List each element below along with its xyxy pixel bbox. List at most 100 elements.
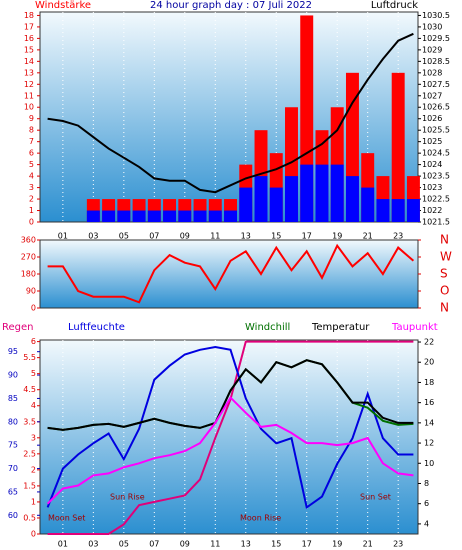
bar [391,72,405,222]
y2-tick-label: 8 [424,479,429,488]
legend-label: Regen [2,322,34,333]
y2-tick-label: 1024 [422,160,442,169]
bar [178,210,192,222]
bar [269,187,283,222]
y2-tick-label: 1028.5 [422,57,450,66]
y2-tick-label: 16 [424,398,434,407]
y-tick-label: 14 [24,57,34,66]
y-tick-label: 17 [24,22,34,31]
x-tick-label: 15 [271,540,281,549]
y3-tick-label: 60 [8,511,18,520]
y-tick-label: 15 [24,45,34,54]
y2-tick-label: N [440,301,449,315]
y-tick-label: 360 [21,236,36,245]
y-tick-label: 3.5 [23,417,36,426]
y2-tick-label: 4 [424,519,429,528]
y-tick-label: 1 [31,497,36,506]
bar [391,199,405,222]
plot-background [39,339,419,535]
bar [345,176,359,222]
y-tick-label: 6 [29,149,34,158]
x-tick-label: 07 [149,540,159,549]
x-tick-label: 11 [210,540,220,549]
x-tick-label: 01 [58,540,68,549]
y-tick-label: 4 [31,401,36,410]
y-tick-label: 12 [24,80,34,89]
y2-tick-label: 1028 [422,68,442,77]
y3-tick-label: 70 [8,464,18,473]
y2-tick-label: 10 [424,459,434,468]
bar [285,176,298,222]
legend-label: Temperatur [311,322,370,333]
bar [86,210,100,222]
x-tick-label: 13 [241,540,251,549]
x-tick-label: 19 [332,232,342,241]
bar [117,210,131,222]
legend-label: Windstärke [35,0,91,11]
x-tick-label: 21 [363,540,373,549]
y2-tick-label: 1021.5 [422,218,450,227]
bar [102,210,116,222]
y-tick-label: 18 [24,11,34,20]
y-tick-label: 7 [29,137,34,146]
x-tick-label: 09 [180,540,190,549]
y3-tick-label: 80 [8,417,18,426]
y2-tick-label: 6 [424,499,429,508]
y-tick-label: 3 [29,183,34,192]
y-tick-label: 2.5 [23,449,36,458]
y3-tick-label: 65 [8,487,18,496]
y-tick-label: 90 [26,287,36,296]
y-tick-label: 11 [24,91,34,100]
series-line [47,243,415,304]
y-tick-label: 16 [24,34,34,43]
y-tick-label: 5 [29,160,34,169]
plot-background [39,239,419,309]
x-tick-label: 15 [271,232,281,241]
y3-tick-label: 95 [8,347,18,356]
annotation: Sun Rise [110,493,145,502]
y-tick-label: 0 [29,218,34,227]
x-tick-label: 19 [332,540,342,549]
y-tick-label: 1.5 [23,481,36,490]
y2-tick-label: 1030.5 [422,11,450,20]
y2-tick-label: 1022.5 [422,195,450,204]
bar [163,210,177,222]
x-tick-label: 01 [58,232,68,241]
bar [361,187,375,222]
y2-tick-label: 1023.5 [422,172,450,181]
y-tick-label: 6 [31,337,36,346]
series-line [47,359,414,431]
y2-tick-label: 1024.5 [422,149,450,158]
y2-tick-label: 20 [424,358,434,367]
bar [300,164,314,222]
series-line [46,345,414,510]
y-tick-label: 9 [29,114,34,123]
annotation: Moon Rise [240,514,281,523]
y-tick-label: 180 [21,270,36,279]
y2-tick-label: 1022 [422,206,442,215]
y2-tick-label: W [440,250,452,264]
bar [254,176,268,222]
y-tick-label: 4.5 [23,385,36,394]
y-tick-label: 5 [31,369,36,378]
x-tick-label: 03 [88,232,98,241]
bar [208,210,222,222]
y2-tick-label: 1025 [422,137,442,146]
y2-tick-label: 1023 [422,183,442,192]
legend-label: Luftdruck [371,0,418,11]
x-tick-label: 21 [363,232,373,241]
bar [376,199,390,222]
y-tick-label: 4 [29,172,34,181]
y-tick-label: 2 [31,465,36,474]
y-tick-label: 10 [24,103,34,112]
annotation: Moon Set [48,514,85,523]
bar [224,210,238,222]
x-tick-label: 17 [302,232,312,241]
y2-tick-label: 1027 [422,91,442,100]
y2-tick-label: 1026 [422,114,442,123]
series-line [46,395,414,505]
y2-tick-label: 12 [424,439,434,448]
bar [315,164,329,222]
y2-tick-label: 1026.5 [422,103,450,112]
